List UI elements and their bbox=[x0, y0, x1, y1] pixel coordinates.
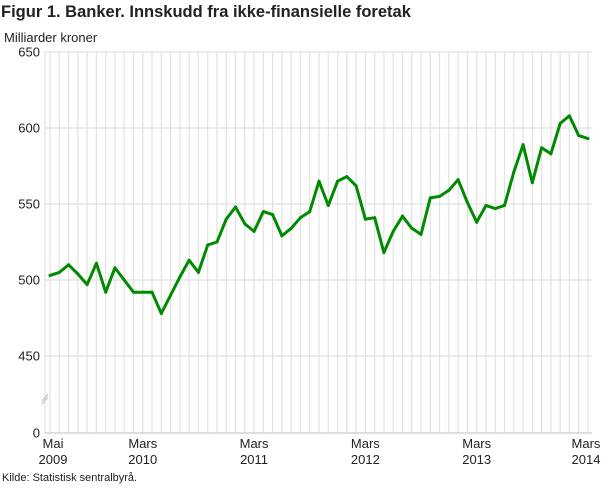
data-point bbox=[67, 263, 71, 267]
data-point bbox=[169, 293, 173, 297]
axis-break-icon bbox=[41, 393, 49, 405]
data-point bbox=[215, 240, 219, 244]
data-point bbox=[484, 204, 488, 208]
data-point bbox=[493, 207, 497, 211]
data-point bbox=[76, 272, 80, 276]
data-point bbox=[308, 210, 312, 214]
data-point bbox=[586, 137, 590, 141]
x-tick-label-month: Mai bbox=[43, 436, 64, 451]
data-point bbox=[131, 290, 135, 294]
x-tick-label-year: 2013 bbox=[462, 452, 491, 467]
data-point bbox=[224, 217, 228, 221]
data-point bbox=[512, 170, 516, 174]
y-tick-label: 550 bbox=[18, 197, 40, 212]
x-tick-label-month: Mars bbox=[351, 436, 380, 451]
data-point bbox=[113, 266, 117, 270]
data-point bbox=[456, 178, 460, 182]
data-point bbox=[94, 261, 98, 265]
data-point bbox=[104, 290, 108, 294]
data-point bbox=[243, 222, 247, 226]
data-point bbox=[438, 194, 442, 198]
data-point bbox=[540, 146, 544, 150]
y-tick-labels: 0 450 500 550 600 650 bbox=[18, 45, 40, 441]
data-point bbox=[317, 179, 321, 183]
x-tick-label-year: 2010 bbox=[128, 452, 157, 467]
data-point bbox=[428, 196, 432, 200]
data-point bbox=[530, 181, 534, 185]
data-point bbox=[48, 273, 52, 277]
data-point bbox=[465, 200, 469, 204]
x-tick-label-year: 2014 bbox=[572, 452, 601, 467]
data-point bbox=[558, 121, 562, 125]
data-point bbox=[159, 311, 163, 315]
data-point bbox=[298, 216, 302, 220]
data-point bbox=[261, 210, 265, 214]
y-tick-label: 0 bbox=[33, 426, 40, 441]
x-tick-label-month: Mars bbox=[240, 436, 269, 451]
x-tick-label-year: 2009 bbox=[39, 452, 68, 467]
data-point bbox=[447, 188, 451, 192]
source-note: Kilde: Statistisk sentralbyrå. bbox=[2, 472, 138, 484]
data-point bbox=[363, 217, 367, 221]
vertical-gridlines bbox=[44, 52, 589, 433]
data-point bbox=[178, 275, 182, 279]
data-point bbox=[252, 229, 256, 233]
x-tick-label-month: Mars bbox=[128, 436, 157, 451]
series-layer bbox=[48, 114, 590, 315]
data-point bbox=[577, 134, 581, 138]
data-point bbox=[187, 258, 191, 262]
data-point bbox=[122, 278, 126, 282]
data-point bbox=[57, 270, 61, 274]
data-point bbox=[391, 229, 395, 233]
x-tick-label-year: 2011 bbox=[240, 452, 268, 467]
data-point bbox=[410, 226, 414, 230]
data-point bbox=[280, 234, 284, 238]
y-tick-label: 450 bbox=[18, 349, 40, 364]
data-point bbox=[150, 290, 154, 294]
data-point bbox=[234, 205, 238, 209]
y-tick-label: 500 bbox=[18, 273, 40, 288]
data-point bbox=[289, 226, 293, 230]
y-tick-label: 600 bbox=[18, 121, 40, 136]
x-tick-label-year: 2012 bbox=[351, 452, 380, 467]
data-point bbox=[141, 290, 145, 294]
data-point bbox=[475, 220, 479, 224]
data-point bbox=[400, 214, 404, 218]
data-point bbox=[326, 204, 330, 208]
data-point bbox=[373, 216, 377, 220]
data-point bbox=[419, 232, 423, 236]
chart-title: Figur 1. Banker. Innskudd fra ikke-finan… bbox=[1, 3, 411, 21]
data-point bbox=[567, 114, 571, 118]
x-tick-label-month: Mars bbox=[462, 436, 491, 451]
x-tick-labels: Mai2009Mars2010Mars2011Mars2012Mars2013M… bbox=[39, 436, 601, 467]
data-point bbox=[85, 283, 89, 287]
data-point bbox=[549, 152, 553, 156]
data-point bbox=[521, 143, 525, 147]
y-axis-label: Milliarder kroner bbox=[4, 30, 98, 45]
data-point bbox=[345, 175, 349, 179]
horizontal-gridlines bbox=[45, 51, 592, 434]
data-point bbox=[382, 251, 386, 255]
x-tick-label-month: Mars bbox=[572, 436, 601, 451]
data-point bbox=[354, 184, 358, 188]
data-point bbox=[503, 204, 507, 208]
data-point bbox=[206, 243, 210, 247]
data-point bbox=[196, 270, 200, 274]
y-tick-label: 650 bbox=[18, 45, 40, 60]
data-point bbox=[271, 213, 275, 217]
data-point bbox=[336, 179, 340, 183]
